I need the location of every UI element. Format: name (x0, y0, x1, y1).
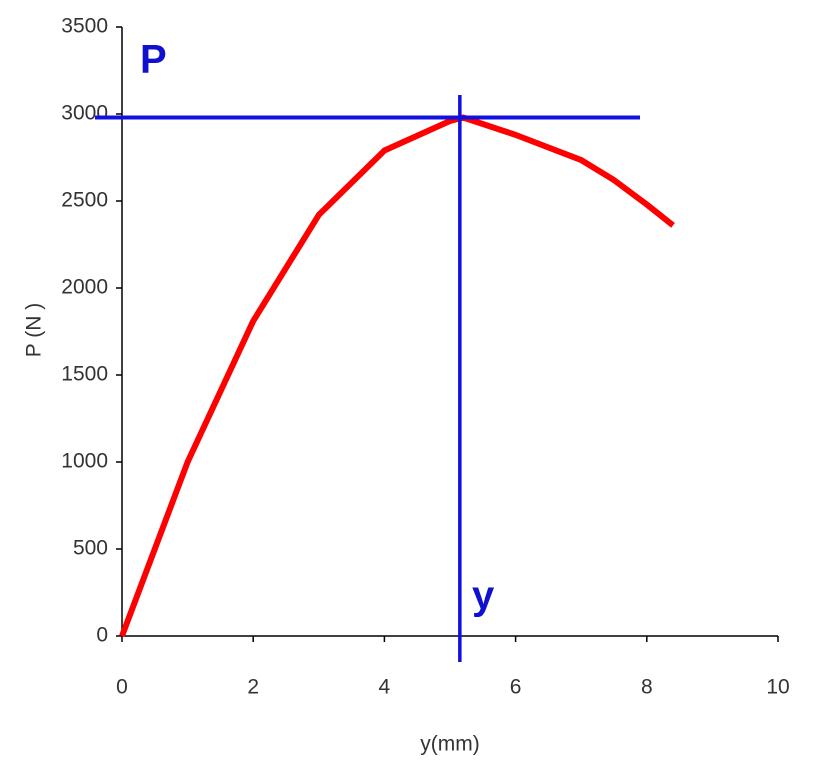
x-axis-label: y(mm) (420, 733, 479, 756)
y-tick-label: 3000 (61, 102, 108, 125)
x-tick-label: 6 (510, 676, 522, 699)
y-tick-label: 2000 (61, 276, 108, 299)
x-tick-label: 0 (116, 676, 128, 699)
data-line (119, 114, 675, 638)
y-tick-label: 1000 (61, 450, 108, 473)
y-tick-label: 3500 (61, 15, 108, 38)
y-tick-label: 0 (96, 624, 108, 647)
x-tick-label: 4 (379, 676, 391, 699)
annotation: y (472, 574, 495, 618)
x-tick-label: 2 (247, 676, 259, 699)
annotation: P (140, 38, 167, 82)
x-tick-label: 10 (766, 676, 789, 699)
y-tick-label: 2500 (61, 189, 108, 212)
y-tick-label: 500 (73, 537, 108, 560)
y-tick-label: 1500 (61, 363, 108, 386)
y-axis-label: P (N ) (23, 303, 46, 357)
x-tick-label: 8 (641, 676, 653, 699)
